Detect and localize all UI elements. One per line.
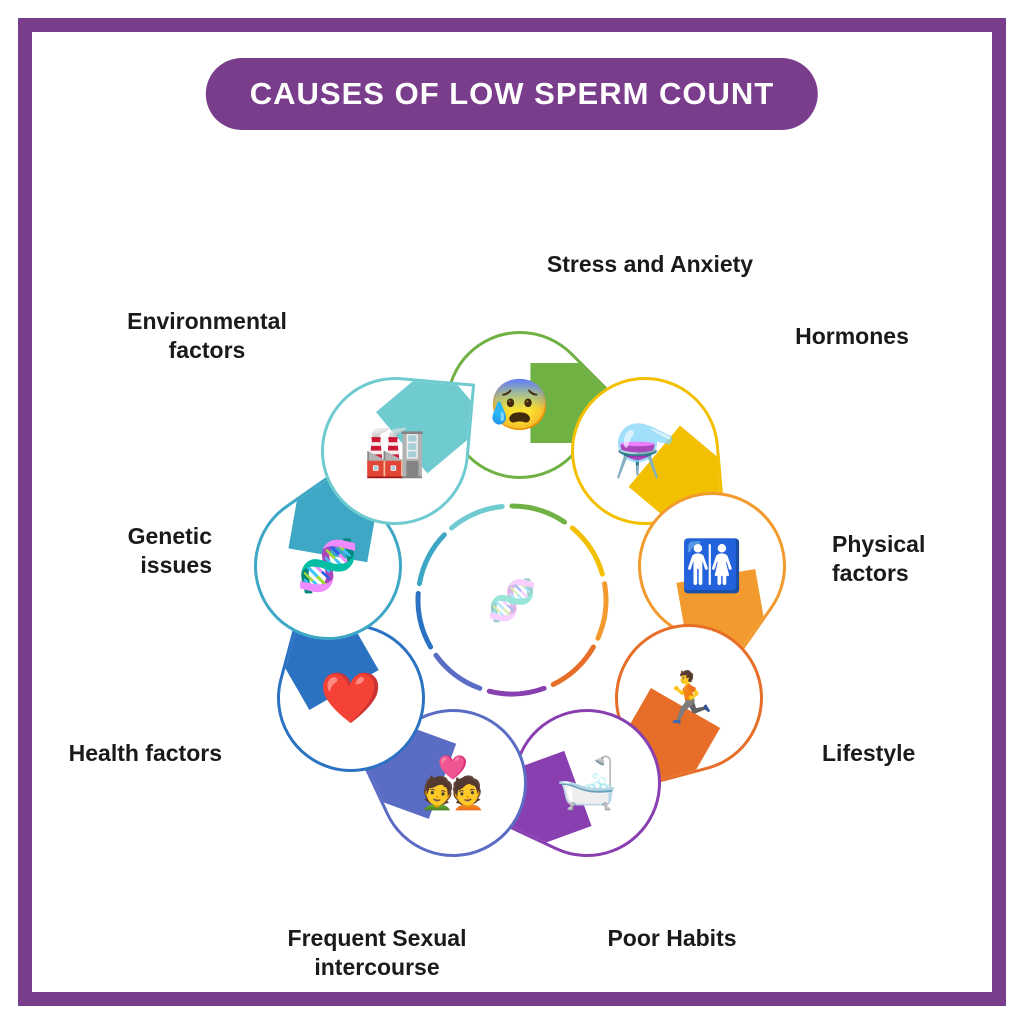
petal-label-environment: Environmental factors [92, 307, 322, 365]
petal-label-lifestyle: Lifestyle [822, 739, 1002, 768]
petal-environment: 🏭 [321, 377, 469, 525]
petal-label-intercourse: Frequent Sexual intercourse [252, 924, 502, 982]
petal-shape: 🏭 [314, 370, 474, 530]
radial-diagram: 🧬 😰Stress and Anxiety⚗️Hormones🚻Physical… [32, 192, 992, 992]
people-icon: 🚻 [641, 495, 783, 637]
bathtub-icon: 🛁 [516, 712, 658, 854]
petal-label-poor-habits: Poor Habits [562, 924, 782, 953]
factory-icon: 🏭 [324, 380, 466, 522]
page-title: CAUSES OF LOW SPERM COUNT [206, 58, 818, 130]
dna-sperm-icon: 🧬 [487, 577, 537, 624]
center-hub: 🧬 [427, 515, 597, 685]
petal-label-stress: Stress and Anxiety [520, 250, 780, 279]
petal-label-genetic: Genetic issues [32, 522, 212, 580]
petal-poor-habits: 🛁 [513, 709, 661, 857]
petal-label-health: Health factors [22, 739, 222, 768]
petal-label-hormones: Hormones [752, 322, 952, 351]
petal-label-physical: Physical factors [832, 530, 1012, 588]
outer-frame: CAUSES OF LOW SPERM COUNT 🧬 😰Stress and … [18, 18, 1006, 1006]
